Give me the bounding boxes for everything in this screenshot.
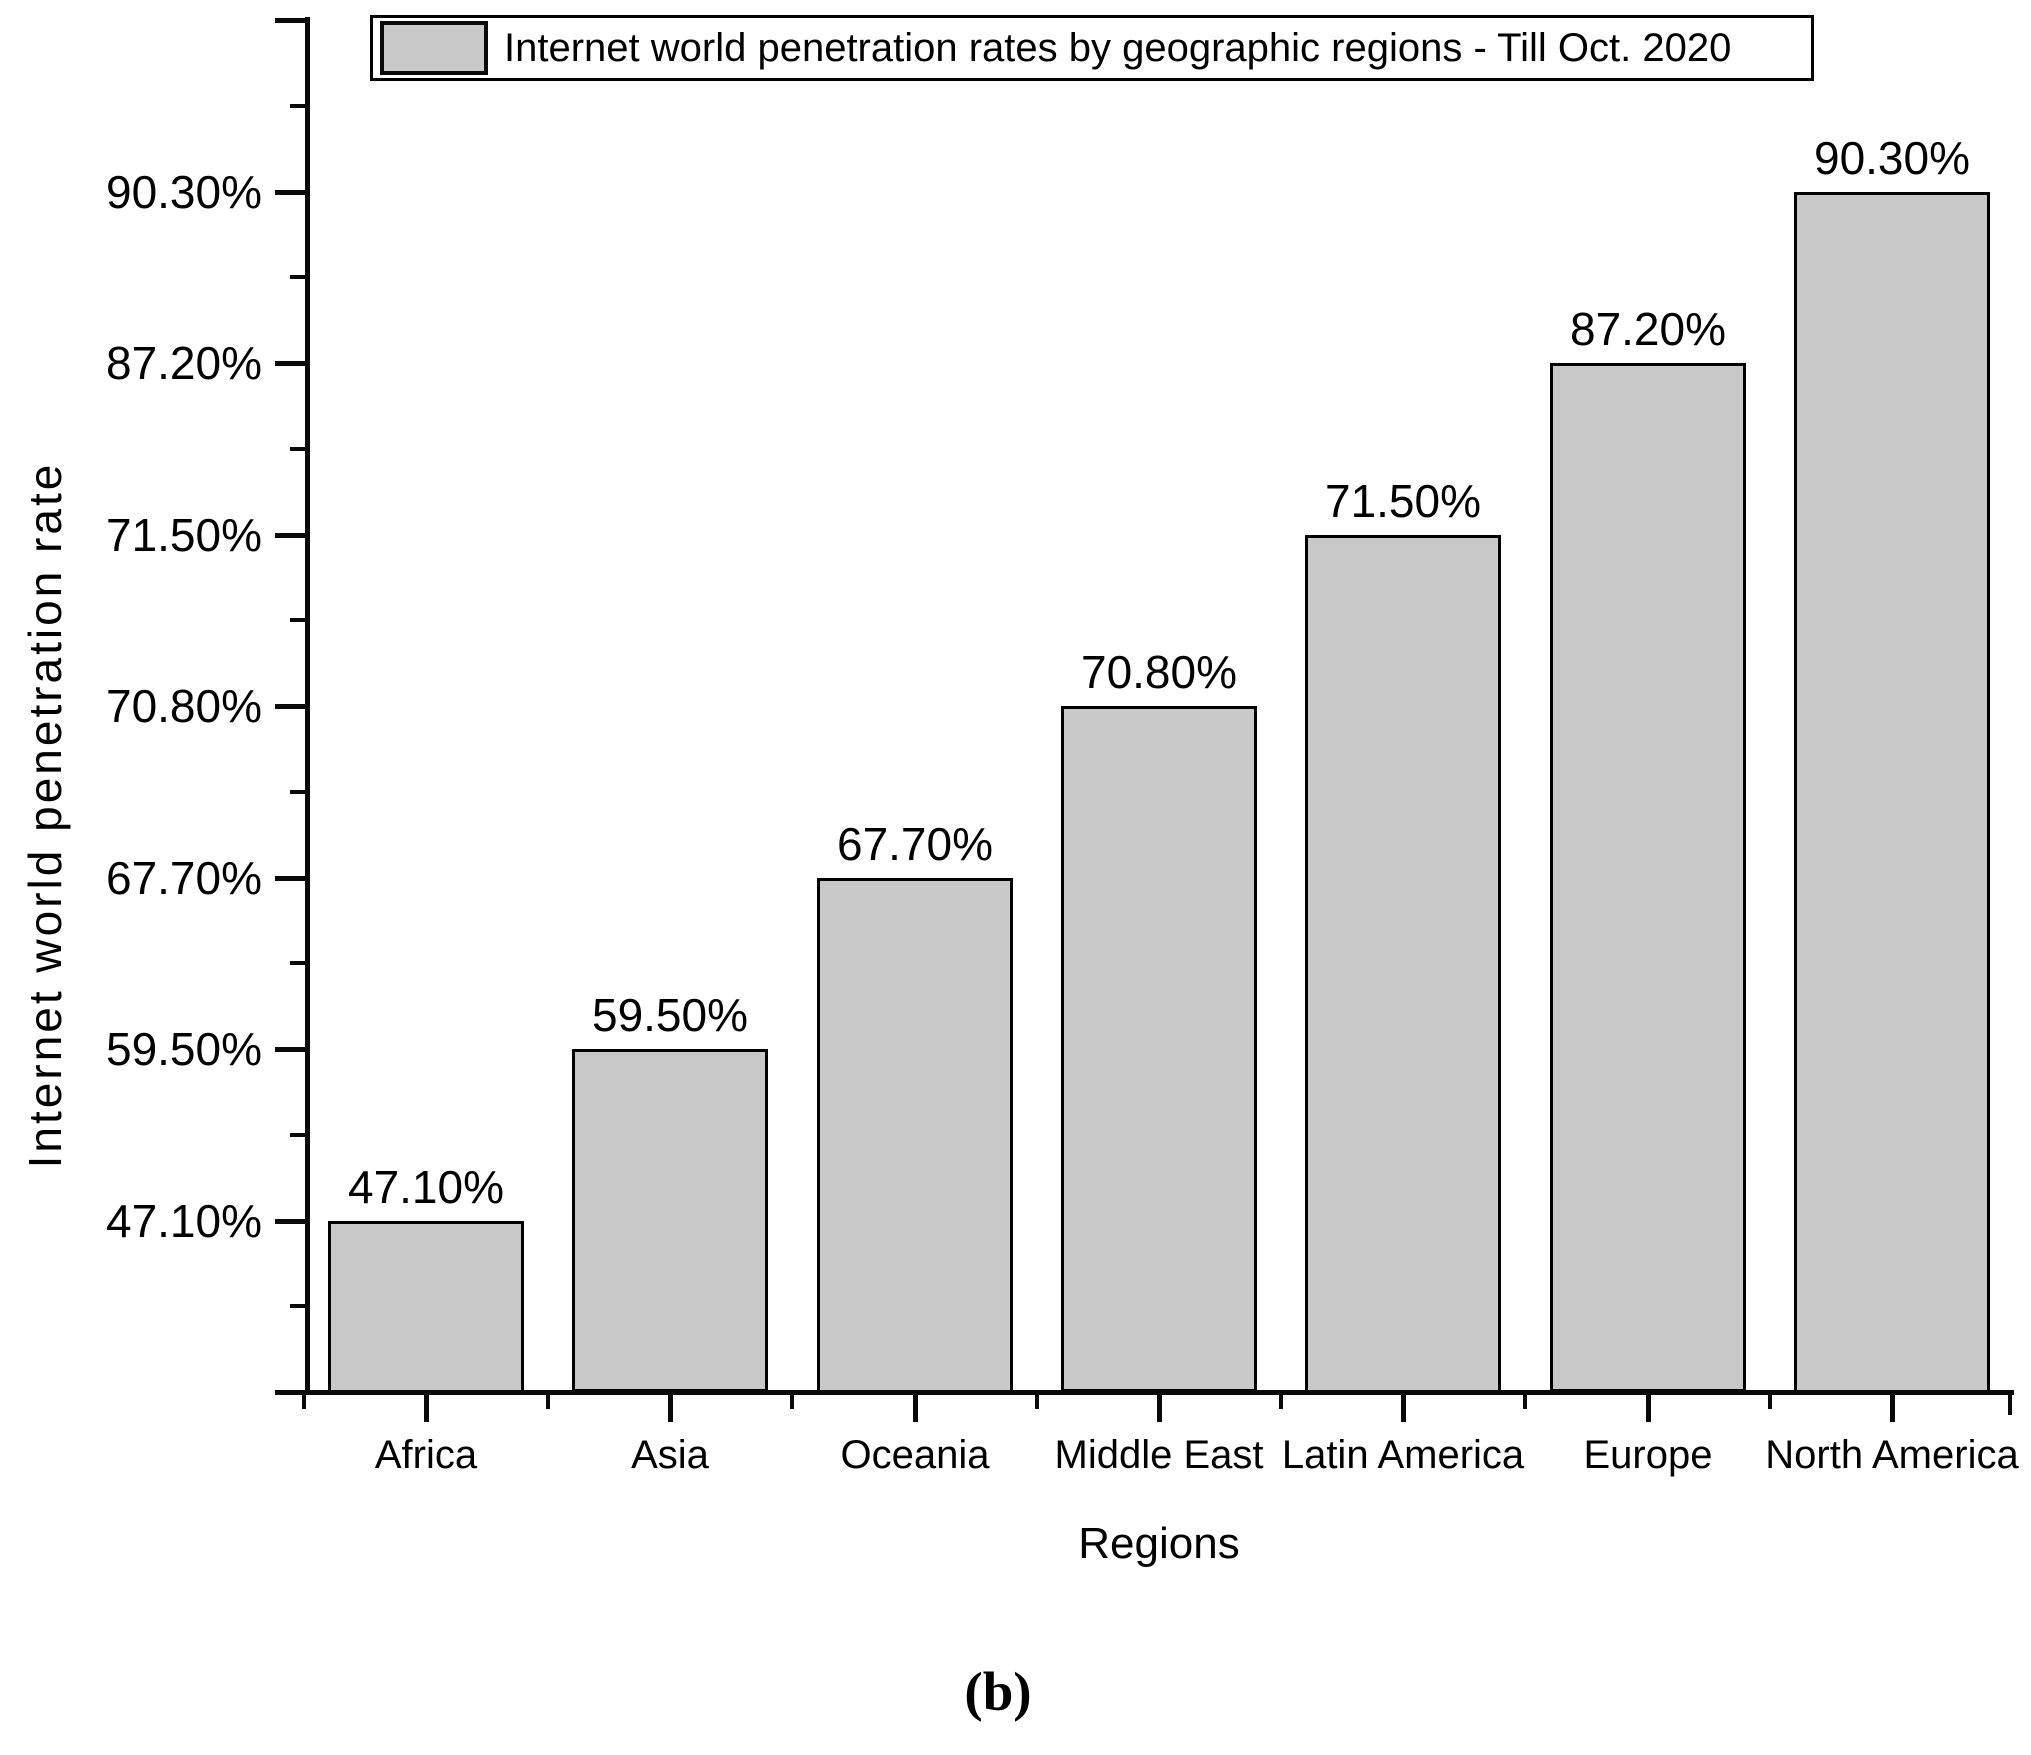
y-tick-minor [290,447,305,451]
bar-latin-america [1305,535,1501,1393]
bar-asia [572,1049,768,1392]
y-tick-major [275,1390,305,1395]
bar-oceania [817,878,1013,1393]
y-tick-major [275,1219,305,1224]
y-tick-label: 71.50% [105,509,262,561]
x-tick-minor [546,1395,550,1409]
bar-value-label-europe: 87.20% [1569,303,1726,355]
bar-africa [328,1221,524,1393]
y-tick-major [275,18,305,23]
y-tick-minor [290,618,305,622]
y-tick-label: 90.30% [105,166,262,218]
bar-middle-east [1061,706,1257,1392]
x-category-label-north-america: North America [1765,1433,2019,1477]
x-tick-major [1890,1395,1895,1422]
x-tick-minor [1035,1395,1039,1409]
bar-north-america [1794,192,1990,1393]
bar-value-label-asia: 59.50% [591,989,748,1041]
x-axis-title: Regions [1078,1519,1240,1568]
x-tick-minor [2008,1395,2012,1415]
x-category-label-latin-america: Latin America [1281,1433,1525,1477]
y-tick-label: 67.70% [105,852,262,904]
y-tick-minor [290,275,305,279]
y-tick-major [275,190,305,195]
subfigure-caption: (b) [964,1661,1032,1722]
bar-value-label-oceania: 67.70% [836,818,993,870]
y-tick-major [275,704,305,709]
y-tick-minor [290,1304,305,1308]
y-tick-major [275,876,305,881]
y-axis-line [305,17,310,1395]
x-tick-major [1401,1395,1406,1422]
legend: Internet world penetration rates by geog… [370,15,1814,81]
legend-swatch [380,21,488,75]
bar-value-label-middle-east: 70.80% [1080,646,1237,698]
x-tick-major [1646,1395,1651,1422]
y-tick-minor [290,961,305,965]
x-tick-minor [1768,1395,1772,1409]
bar-value-label-africa: 47.10% [347,1161,504,1213]
x-tick-minor [1279,1395,1283,1409]
x-tick-minor [790,1395,794,1409]
x-category-label-middle-east: Middle East [1054,1433,1264,1477]
y-axis-title: Internet world penetration rate [19,461,71,1169]
y-tick-label: 47.10% [105,1195,262,1247]
y-tick-label: 70.80% [105,680,262,732]
x-category-label-africa: Africa [374,1433,478,1477]
bar-value-label-north-america: 90.30% [1813,132,1970,184]
y-tick-major [275,361,305,366]
x-tick-major [668,1395,673,1422]
y-tick-minor [290,790,305,794]
x-tick-major [1157,1395,1162,1422]
x-tick-minor [1523,1395,1527,1409]
x-category-label-oceania: Oceania [840,1433,990,1477]
x-category-label-europe: Europe [1583,1433,1713,1477]
bar-europe [1550,363,1746,1392]
x-tick-major [424,1395,429,1422]
x-axis-line [305,1390,2014,1395]
y-tick-major [275,533,305,538]
y-tick-label: 59.50% [105,1023,262,1075]
y-tick-major [275,1047,305,1052]
y-tick-minor [290,104,305,108]
x-tick-minor [302,1395,306,1409]
x-tick-major [913,1395,918,1422]
y-tick-label: 87.20% [105,337,262,389]
y-tick-minor [290,1133,305,1137]
x-category-label-asia: Asia [631,1433,709,1477]
bar-value-label-latin-america: 71.50% [1324,475,1481,527]
legend-label: Internet world penetration rates by geog… [504,26,1732,70]
